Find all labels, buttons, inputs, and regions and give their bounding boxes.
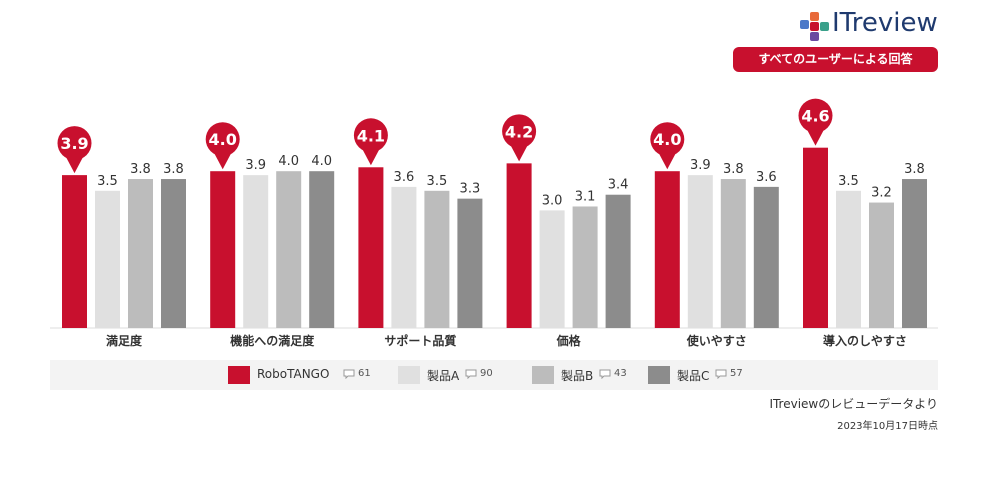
category-label-2: サポート品質 bbox=[384, 333, 456, 348]
data-label-1-0: 3.5 bbox=[97, 174, 118, 189]
data-label-0-4: 4.0 bbox=[653, 130, 681, 149]
bar-2-0 bbox=[128, 179, 153, 328]
bar-3-5 bbox=[902, 179, 927, 328]
source-note: ITreviewのレビューデータより bbox=[769, 397, 938, 411]
comment-icon bbox=[715, 369, 727, 379]
data-label-0-5: 4.6 bbox=[801, 107, 829, 126]
logo-text: ITreview bbox=[832, 8, 938, 38]
data-label-2-5: 3.2 bbox=[871, 186, 892, 201]
data-label-3-1: 4.0 bbox=[311, 154, 332, 169]
bar-3-1 bbox=[309, 171, 335, 328]
value-pin-tail bbox=[213, 152, 232, 170]
bar-1-4 bbox=[687, 175, 713, 328]
legend-label: 製品B bbox=[561, 369, 594, 383]
legend-label: 製品C bbox=[677, 369, 710, 383]
value-pin bbox=[205, 122, 240, 157]
data-label-1-2: 3.6 bbox=[394, 170, 415, 185]
legend-label: RoboTANGO bbox=[257, 367, 330, 381]
data-label-2-4: 3.8 bbox=[723, 162, 744, 177]
value-pin-tail bbox=[510, 144, 529, 162]
value-pin bbox=[353, 118, 388, 153]
bar-1-1 bbox=[243, 175, 269, 328]
data-label-1-4: 3.9 bbox=[690, 158, 711, 173]
bar-1-5 bbox=[836, 190, 861, 328]
chart-legend: RoboTANGO 61 製品A 90 製品B 43 製品C 57 bbox=[50, 360, 938, 390]
bar-0-0 bbox=[62, 175, 87, 328]
value-pin bbox=[57, 126, 92, 161]
legend-swatch bbox=[532, 366, 554, 384]
legend-swatch bbox=[648, 366, 670, 384]
data-label-1-1: 3.9 bbox=[245, 158, 266, 173]
category-label-5: 導入のしやすさ bbox=[823, 333, 907, 348]
bar-2-1 bbox=[276, 171, 302, 328]
bar-1-3 bbox=[539, 210, 565, 328]
category-label-3: 価格 bbox=[556, 333, 582, 348]
data-label-0-1: 4.0 bbox=[209, 130, 237, 149]
bar-0-2 bbox=[358, 167, 384, 328]
review-count: 43 bbox=[614, 368, 627, 379]
bar-0-4 bbox=[654, 171, 680, 328]
data-label-3-0: 3.8 bbox=[163, 162, 184, 177]
legend-swatch bbox=[228, 366, 250, 384]
data-label-0-2: 4.1 bbox=[357, 126, 385, 145]
comment-icon bbox=[343, 369, 355, 379]
all-users-badge: すべてのユーザーによる回答 bbox=[733, 47, 938, 72]
bar-1-2 bbox=[391, 186, 417, 328]
date-note: 2023年10月17日時点 bbox=[837, 421, 938, 432]
review-count: 57 bbox=[730, 368, 743, 379]
data-label-2-3: 3.1 bbox=[575, 189, 596, 204]
value-pin bbox=[650, 122, 685, 157]
value-pin-tail bbox=[65, 156, 84, 174]
data-label-3-3: 3.4 bbox=[608, 178, 629, 193]
bar-3-3 bbox=[605, 194, 631, 328]
value-pin bbox=[502, 114, 537, 149]
itreview-logo-icon bbox=[800, 12, 829, 41]
data-label-3-4: 3.6 bbox=[756, 170, 777, 185]
value-pin-tail bbox=[361, 148, 380, 166]
category-label-4: 使いやすさ bbox=[686, 333, 747, 348]
review-count: 61 bbox=[358, 368, 371, 379]
bar-0-1 bbox=[210, 171, 236, 328]
bar-2-2 bbox=[424, 190, 450, 328]
data-label-2-1: 4.0 bbox=[278, 154, 299, 169]
data-label-0-0: 3.9 bbox=[60, 134, 88, 153]
bar-3-4 bbox=[753, 186, 779, 328]
bar-chart: 3.9 3.5 3.8 3.8 満足度 4.0 3.9 4.0 4.0 機能への満足度 4.1 3.6… bbox=[50, 98, 938, 348]
value-pin bbox=[798, 98, 833, 133]
data-label-3-5: 3.8 bbox=[904, 162, 925, 177]
data-label-2-2: 3.5 bbox=[427, 174, 448, 189]
data-label-1-3: 3.0 bbox=[542, 193, 563, 208]
bar-2-4 bbox=[720, 179, 746, 328]
data-label-0-3: 4.2 bbox=[505, 122, 533, 141]
bar-0-5 bbox=[803, 147, 828, 328]
value-pin-tail bbox=[658, 152, 677, 170]
comment-icon bbox=[465, 369, 477, 379]
review-count: 90 bbox=[480, 368, 493, 379]
legend-swatch bbox=[398, 366, 420, 384]
bar-3-2 bbox=[457, 198, 483, 328]
bar-2-3 bbox=[572, 206, 598, 328]
comment-icon bbox=[599, 369, 611, 379]
category-label-0: 満足度 bbox=[106, 333, 143, 348]
data-label-2-0: 3.8 bbox=[130, 162, 151, 177]
bar-3-0 bbox=[161, 179, 186, 328]
data-label-1-5: 3.5 bbox=[838, 174, 859, 189]
bar-2-5 bbox=[869, 202, 894, 328]
value-pin-tail bbox=[806, 128, 825, 146]
data-label-3-2: 3.3 bbox=[460, 182, 481, 197]
legend-label: 製品A bbox=[427, 369, 460, 383]
category-label-1: 機能への満足度 bbox=[230, 333, 315, 348]
bar-0-3 bbox=[506, 163, 532, 328]
bar-1-0 bbox=[95, 190, 120, 328]
